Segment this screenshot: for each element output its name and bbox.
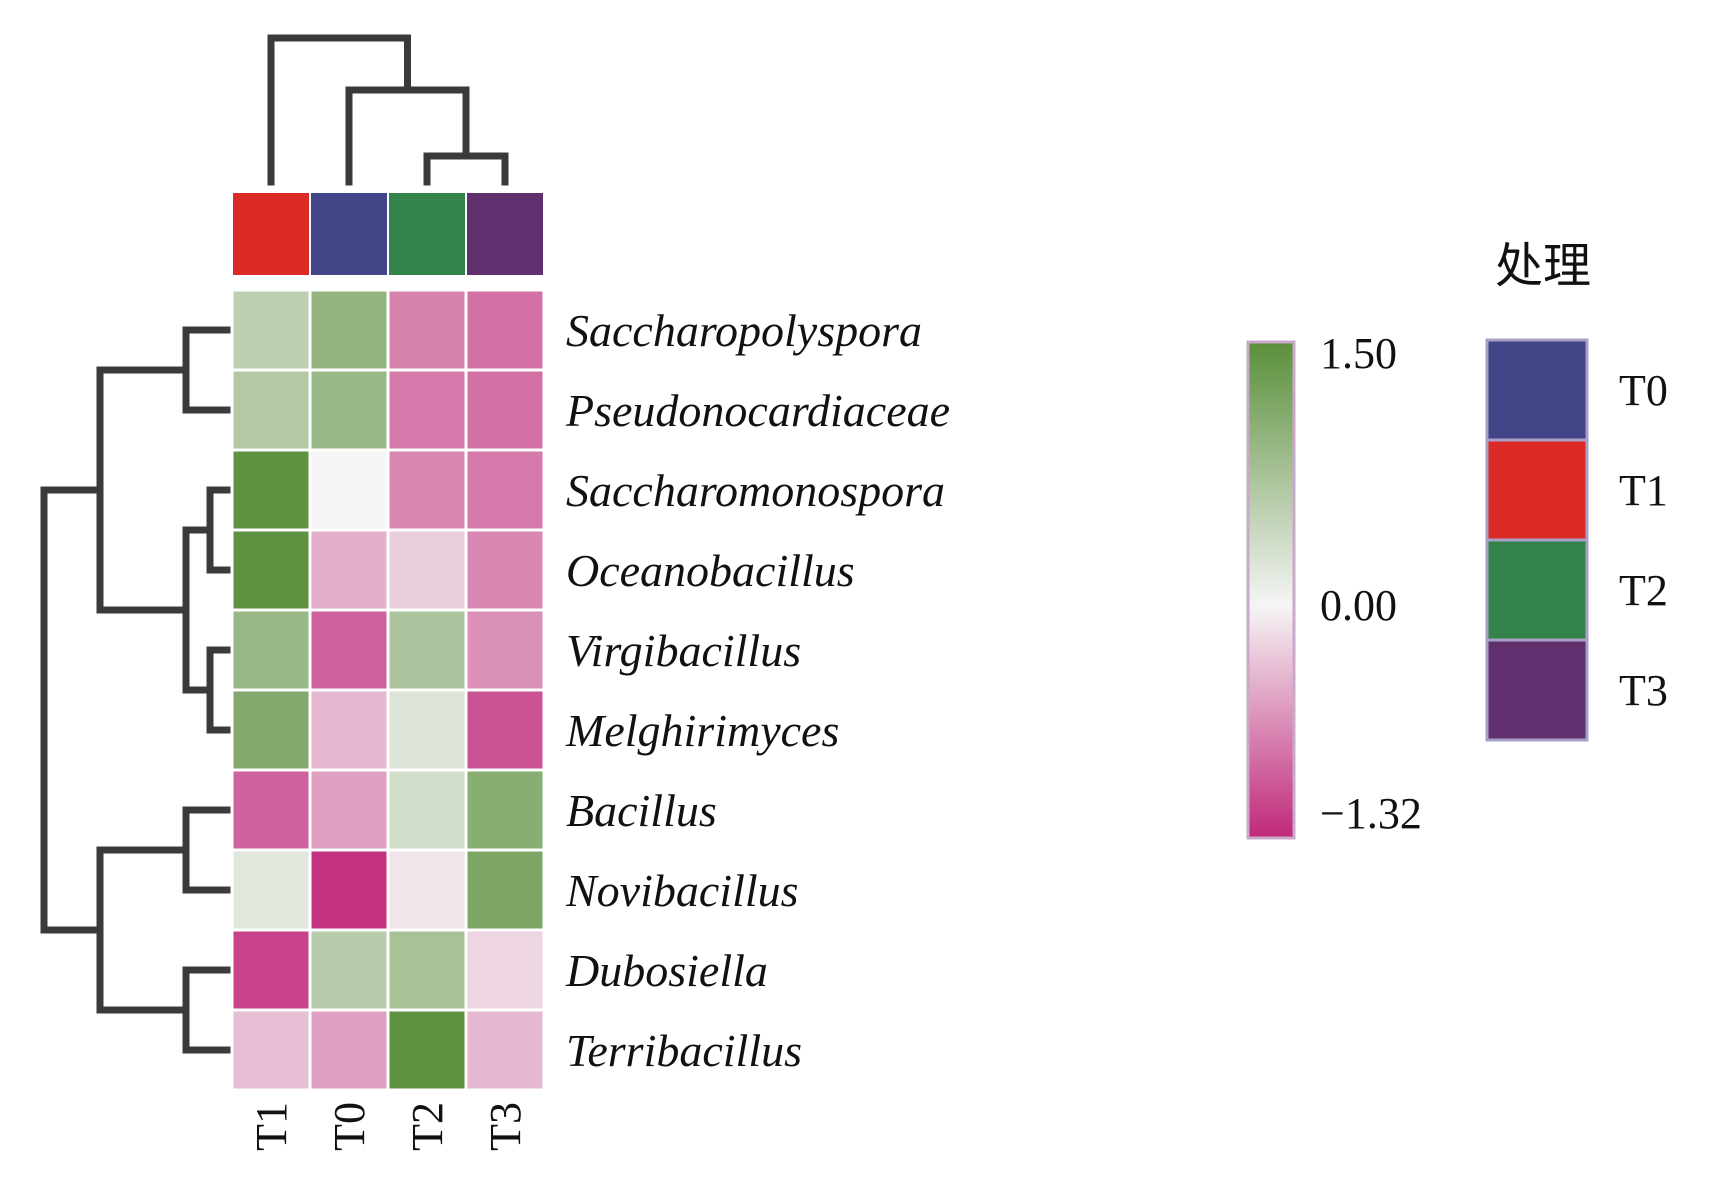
group-legend-swatch: [1485, 338, 1589, 442]
heatmap-cell: [308, 848, 390, 932]
annotation-cell: [387, 191, 467, 277]
heatmap-cell: [386, 768, 468, 852]
heatmap-cell: [386, 928, 468, 1012]
group-legend-label: T2: [1619, 566, 1668, 615]
dendrogram-branch: [423, 152, 509, 186]
dendrogram-branch: [345, 86, 470, 186]
heatmap-cell: [230, 768, 312, 852]
row-label: Terribacillus: [566, 1025, 802, 1076]
heatmap-cell: [386, 528, 468, 612]
heatmap-cell: [464, 448, 546, 532]
heatmap-cell: [464, 608, 546, 692]
heatmap-cell: [308, 448, 390, 532]
heatmap-cell: [464, 368, 546, 452]
heatmap-cell: [230, 448, 312, 532]
column-label: T0: [325, 1102, 374, 1151]
heatmap-cell: [464, 928, 546, 1012]
group-legend-label: T1: [1619, 466, 1668, 515]
dendrogram-branch: [182, 326, 236, 414]
heatmap-cell: [386, 1008, 468, 1092]
heatmap-cell: [230, 288, 312, 372]
heatmap-cell: [308, 1008, 390, 1092]
column-label: T3: [481, 1102, 530, 1151]
group-legend-label: T3: [1619, 666, 1668, 715]
heatmap-cell: [386, 448, 468, 532]
row-labels: Saccharopolyspora Pseudonocardiaceae Sacch…: [565, 305, 950, 1076]
dendrogram-branch: [182, 966, 236, 1054]
heatmap-cell: [308, 608, 390, 692]
dendrogram-branch: [96, 366, 190, 614]
heatmap-cell: [230, 1008, 312, 1092]
dendrogram-branch: [96, 846, 190, 1014]
heatmap-cell: [464, 848, 546, 932]
row-label: Oceanobacillus: [566, 545, 855, 596]
row-label: Novibacillus: [565, 865, 799, 916]
row-label: Melghirimyces: [565, 705, 839, 756]
group-legend-swatch: [1485, 438, 1589, 542]
column-label: T2: [403, 1102, 452, 1151]
color-scale-tick-label: 0.00: [1320, 581, 1397, 630]
column-annotation-bar: [231, 191, 545, 277]
dendrogram-branch: [267, 34, 411, 186]
heatmap-cell: [464, 528, 546, 612]
heatmap-cells: [230, 288, 546, 1092]
group-legend: 处理 T0 T1 T2 T3: [1485, 240, 1668, 742]
row-dendrogram: [40, 326, 236, 1054]
heatmap-cell: [230, 928, 312, 1012]
heatmap-cell: [308, 368, 390, 452]
heatmap-cell: [308, 288, 390, 372]
heatmap-cell: [308, 528, 390, 612]
color-scale-tick-label: 1.50: [1320, 329, 1397, 378]
annotation-cell: [465, 191, 545, 277]
color-scale-bar: [1246, 340, 1296, 840]
group-legend-swatch: [1485, 538, 1589, 642]
row-label: Saccharopolyspora: [566, 305, 922, 356]
heatmap-cell: [464, 768, 546, 852]
heatmap-cell: [308, 768, 390, 852]
heatmap-cell: [386, 288, 468, 372]
column-dendrogram: [267, 34, 509, 186]
row-label: Bacillus: [566, 785, 717, 836]
heatmap-cell: [230, 608, 312, 692]
heatmap-cell: [464, 688, 546, 772]
dendrogram-branch: [182, 806, 236, 894]
group-legend-label: T0: [1619, 366, 1668, 415]
heatmap-cell: [230, 848, 312, 932]
row-label: Pseudonocardiaceae: [565, 385, 950, 436]
column-label: T1: [247, 1102, 296, 1151]
color-scale-legend: 1.50 0.00 −1.32: [1246, 329, 1422, 840]
heatmap-cell: [308, 688, 390, 772]
column-labels: T1 T0 T2 T3: [247, 1102, 530, 1151]
row-label: Virgibacillus: [566, 625, 801, 676]
color-scale-tick-label: −1.32: [1320, 789, 1422, 838]
row-label: Saccharomonospora: [566, 465, 945, 516]
heatmap-cell: [386, 688, 468, 772]
row-label: Dubosiella: [565, 945, 768, 996]
dendrogram-branch: [40, 486, 104, 934]
heatmap-cell: [308, 928, 390, 1012]
heatmap-cell: [386, 368, 468, 452]
heatmap-cell: [464, 288, 546, 372]
dendrogram-branch: [182, 526, 214, 694]
group-legend-swatch: [1485, 638, 1589, 742]
heatmap-cell: [230, 688, 312, 772]
heatmap-cell: [230, 368, 312, 452]
heatmap-cell: [230, 528, 312, 612]
heatmap-cell: [386, 608, 468, 692]
annotation-cell: [231, 191, 311, 277]
heatmap-cell: [386, 848, 468, 932]
annotation-cell: [309, 191, 389, 277]
heatmap-cell: [464, 1008, 546, 1092]
group-legend-title: 处理: [1495, 240, 1591, 293]
